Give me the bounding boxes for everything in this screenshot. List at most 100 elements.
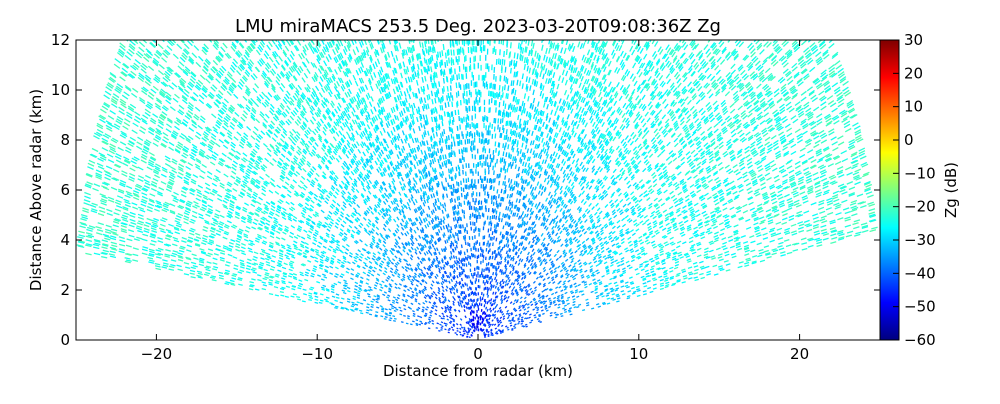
radar-gate	[636, 289, 640, 290]
radar-gate	[553, 152, 555, 156]
radar-gate	[510, 187, 511, 191]
radar-gate	[497, 159, 498, 164]
radar-gate	[448, 159, 449, 164]
radar-gate	[529, 322, 531, 323]
radar-gate	[505, 104, 506, 109]
radar-gate	[439, 252, 440, 255]
radar-gate	[516, 61, 517, 67]
radar-gate	[418, 275, 420, 277]
radar-gate	[400, 112, 402, 117]
radar-gate	[431, 311, 433, 312]
radar-gate	[640, 264, 644, 266]
radar-gate	[487, 275, 488, 278]
radar-gate	[451, 60, 452, 66]
radar-gate	[453, 218, 454, 222]
radar-gate	[607, 293, 610, 294]
radar-gate	[528, 208, 529, 212]
radar-gate	[610, 265, 613, 267]
radar-gate	[325, 260, 328, 262]
radar-gate	[385, 317, 388, 318]
radar-gate	[490, 249, 491, 253]
radar-gate	[556, 216, 558, 219]
radar-gate	[496, 272, 497, 275]
radar-gate	[448, 102, 449, 107]
radar-gate	[428, 131, 429, 136]
radar-gate	[575, 286, 578, 288]
radar-gate	[498, 247, 499, 250]
radar-gate	[566, 300, 569, 301]
radar-gate	[498, 205, 499, 209]
radar-gate	[320, 194, 323, 197]
radar-gate	[447, 275, 448, 278]
radar-gate	[627, 219, 630, 222]
radar-gate	[360, 256, 363, 258]
radar-gate	[388, 276, 391, 278]
radar-gate	[559, 76, 561, 81]
radar-gate	[420, 188, 422, 192]
radar-gate	[446, 316, 448, 317]
radar-gate	[532, 169, 533, 173]
radar-gate	[564, 161, 566, 165]
radar-gate	[358, 250, 361, 252]
radar-gate	[458, 182, 459, 186]
radar-gate	[489, 326, 490, 328]
radar-gate	[507, 317, 509, 318]
radar-gate	[347, 287, 350, 288]
radar-gate	[656, 207, 660, 210]
radar-gate	[568, 126, 570, 131]
radar-gate	[496, 211, 497, 215]
radar-gate	[377, 158, 379, 162]
radar-gate	[552, 226, 554, 229]
radar-gate	[513, 96, 514, 101]
radar-gate	[353, 208, 356, 211]
radar-gate	[420, 321, 422, 322]
radar-gate	[429, 302, 431, 304]
radar-gate	[502, 112, 503, 117]
radar-gate	[506, 93, 507, 98]
radar-gate	[582, 241, 585, 244]
radar-gate	[502, 118, 503, 123]
radar-gate	[589, 203, 592, 206]
radar-gate	[595, 226, 598, 229]
radar-gate	[377, 298, 380, 299]
radar-gate	[471, 335, 473, 336]
radar-gate	[363, 131, 365, 135]
radar-gate	[625, 136, 628, 140]
radar-gate	[573, 237, 576, 240]
radar-gate	[515, 156, 516, 161]
radar-gate	[430, 147, 431, 152]
radar-gate	[456, 224, 457, 228]
radar-gate	[508, 144, 509, 149]
radar-gate	[621, 258, 624, 260]
radar-gate	[648, 186, 651, 189]
radar-gate	[301, 237, 305, 239]
radar-gate	[582, 281, 585, 283]
radar-gate	[555, 287, 557, 289]
radar-gate	[352, 230, 355, 233]
radar-gate	[539, 297, 541, 298]
radar-gate	[464, 291, 465, 294]
radar-gate	[488, 331, 490, 332]
radar-gate	[403, 316, 405, 317]
radar-gate	[494, 229, 495, 233]
radar-gate	[489, 318, 490, 320]
radar-gate	[452, 102, 453, 107]
radar-gate	[555, 144, 557, 148]
radar-gate	[409, 94, 411, 99]
radar-gate	[535, 204, 537, 208]
radar-gate	[580, 271, 583, 273]
radar-gate	[348, 192, 351, 195]
radar-gate	[371, 109, 373, 114]
radar-gate	[516, 174, 517, 178]
radar-gate	[469, 337, 471, 338]
radar-gate	[397, 217, 399, 220]
radar-gate	[533, 309, 535, 310]
radar-gate	[503, 143, 504, 148]
radar-gate	[392, 300, 395, 301]
radar-gate	[444, 311, 446, 313]
radar-gate	[645, 270, 649, 272]
radar-gate	[330, 206, 333, 209]
radar-gate	[585, 102, 587, 107]
radar-gate	[491, 304, 492, 307]
radar-gate	[499, 216, 500, 220]
